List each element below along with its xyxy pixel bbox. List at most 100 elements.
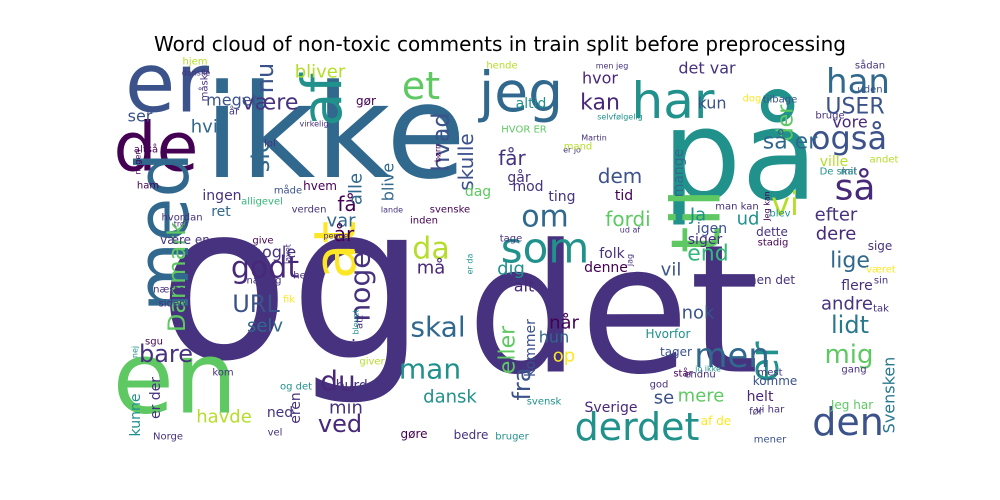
word-76: op (553, 346, 575, 367)
word-36: mig (824, 340, 873, 370)
word-129: gang (841, 365, 866, 376)
word-190: fik (283, 295, 295, 306)
word-110: sådan (855, 59, 885, 72)
word-34: eller (496, 325, 521, 374)
word-169: børn (434, 144, 443, 162)
word-5: er (125, 37, 209, 132)
word-54: skulle (454, 133, 478, 190)
word-152: siden (159, 299, 186, 310)
word-83: ser (128, 107, 153, 126)
word-184: er da (466, 254, 475, 275)
word-130: tak (873, 304, 889, 315)
word-145: vel (268, 428, 283, 439)
word-127: komme (753, 374, 798, 388)
word-1: det (467, 207, 759, 414)
word-27: da (412, 232, 449, 267)
word-63: fordi (605, 207, 650, 231)
word-170: hende (486, 61, 517, 72)
word-111: uden (857, 85, 882, 96)
word-112: dog (743, 94, 762, 105)
word-114: ville (820, 154, 849, 170)
word-57: bliver (295, 62, 346, 83)
word-167: gør (356, 94, 376, 108)
word-193: bruge (815, 111, 844, 122)
word-108: folk (599, 246, 625, 262)
word-93: Svensken (880, 357, 899, 434)
word-69: må (417, 258, 446, 279)
word-187: lavet (284, 244, 293, 264)
word-156: tror (174, 220, 189, 229)
word-132: været (866, 265, 896, 276)
word-61: får (498, 146, 526, 170)
word-26: noget (344, 241, 377, 322)
word-119: stadig (758, 238, 789, 249)
word-94: ret (211, 204, 231, 220)
word-151: sgu (145, 337, 163, 348)
word-163: måske (198, 69, 211, 102)
word-62: dem (598, 164, 642, 188)
word-52: var (326, 211, 356, 232)
word-82: min (329, 398, 363, 419)
word-107: går (507, 169, 530, 186)
word-168: virkelig (299, 120, 328, 129)
word-19: men (694, 336, 770, 376)
word-41: sig (247, 138, 275, 172)
word-14: så (835, 168, 876, 209)
word-182: tage (500, 234, 523, 245)
word-164: lol (264, 139, 276, 150)
word-185: jag (626, 254, 635, 267)
word-188: når jeg (246, 274, 281, 287)
word-47: lige (830, 249, 870, 274)
word-124: tager (660, 345, 692, 359)
word-113: tilbage (763, 95, 797, 106)
word-179: penge (323, 232, 348, 241)
word-157: ham (137, 181, 159, 192)
word-44: der (774, 104, 799, 142)
word-117: De skal (820, 167, 857, 178)
word-17: er (742, 341, 788, 383)
word-104: igen (697, 221, 727, 237)
word-43: USER (825, 95, 884, 120)
word-147: og det (280, 382, 312, 393)
word-70: dig (497, 259, 525, 280)
word-148: giver (359, 357, 385, 368)
word-177: lande (381, 206, 403, 215)
word-12: har (632, 72, 715, 130)
word-13: et (402, 64, 440, 108)
word-95: ingen (202, 188, 241, 204)
word-158: måde (274, 184, 302, 197)
word-50: ud (737, 209, 760, 230)
word-67: nogle (252, 243, 296, 262)
word-45: vore (832, 113, 867, 132)
chart-title: Word cloud of non-toxic comments in trai… (154, 32, 846, 56)
word-51: end (687, 242, 728, 267)
word-30: også (811, 119, 887, 157)
word-31: Danmark (163, 222, 191, 332)
word-22: vi (771, 185, 799, 223)
word-118: sige (868, 239, 893, 253)
word-189: hele (293, 271, 314, 282)
word-97: kunne (128, 394, 144, 437)
word-21: om (521, 200, 569, 235)
word-141: svensk (527, 397, 562, 408)
word-16: derdet (575, 405, 700, 449)
word-149: kom (212, 368, 233, 379)
word-133: Jeg har (830, 398, 873, 412)
word-153: næsten (153, 285, 191, 296)
word-33: fra (508, 367, 536, 400)
word-48: dere (816, 224, 857, 245)
word-66: år (334, 222, 355, 246)
word-90: altid (516, 96, 547, 112)
word-72: alt (514, 277, 535, 296)
word-101: burde (336, 378, 377, 394)
word-171: men jeg (596, 62, 629, 71)
word-109: denne (584, 260, 628, 276)
word-20: han (826, 62, 890, 102)
word-56: det var (678, 59, 736, 78)
word-74: når (549, 313, 579, 334)
word-39: hvad (427, 112, 455, 171)
word-49: efter (815, 205, 858, 226)
word-192: att (355, 315, 366, 329)
